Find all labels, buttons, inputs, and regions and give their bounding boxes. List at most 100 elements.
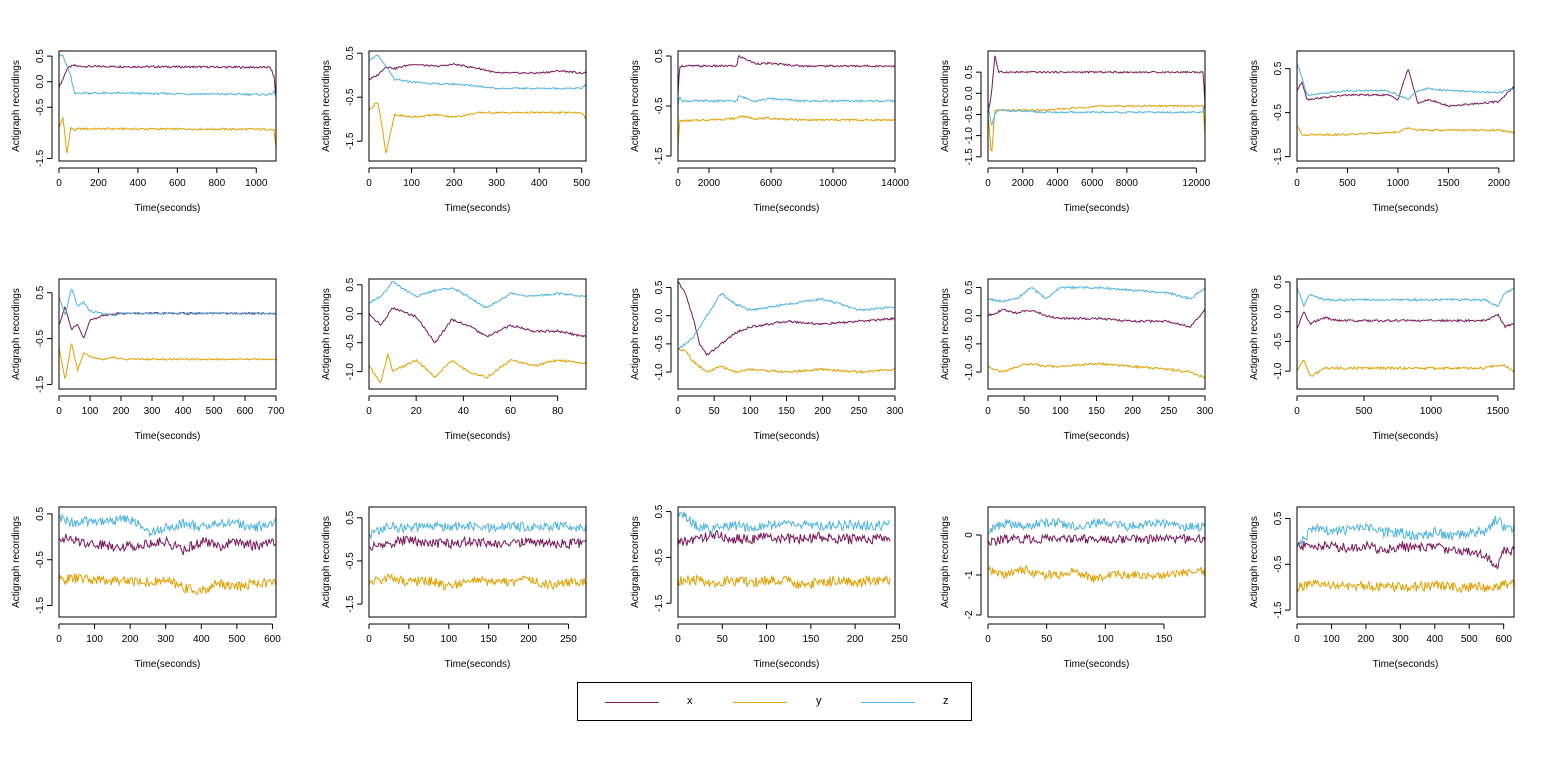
x-tick-label: 400: [130, 178, 147, 189]
x-tick-label: 0: [56, 178, 62, 189]
x-tick-label: 100: [82, 406, 99, 417]
series-y-line: [1296, 359, 1515, 377]
series-y-line: [368, 352, 587, 384]
series-z-line: [1296, 286, 1515, 308]
y-tick-label: -0.5: [35, 330, 46, 348]
x-tick-label: 100: [440, 634, 457, 645]
y-tick-label: 0.5: [345, 277, 356, 291]
x-tick-label: 500: [1339, 178, 1356, 189]
series-z-line: [58, 54, 277, 98]
x-tick-label: 500: [1461, 634, 1478, 645]
x-tick-label: 12000: [1182, 178, 1210, 189]
x-tick-label: 1500: [1437, 178, 1460, 189]
x-tick-label: 0: [366, 406, 372, 417]
y-tick-label: -0.5: [35, 551, 46, 569]
x-tick-label: 150: [803, 634, 820, 645]
x-tick-label: 2000: [1488, 178, 1511, 189]
x-tick-label: 50: [1041, 634, 1053, 645]
y-axis-label: Actigraph recordings: [11, 288, 22, 380]
x-tick-label: 150: [778, 406, 795, 417]
x-tick-label: 0: [56, 406, 62, 417]
x-tick-label: 150: [1156, 634, 1173, 645]
panel-12: 0 50 100 150 200 250 Time(seconds) -1.5 -0.5 0.5 A…: [321, 506, 587, 670]
x-tick-label: 500: [573, 178, 590, 189]
y-axis-label: Actigraph recordings: [321, 516, 332, 608]
y-tick-label: 0.5: [654, 280, 665, 294]
series-x-line: [368, 307, 587, 344]
series-z-line: [987, 101, 1206, 127]
x-tick-label: 400: [531, 178, 548, 189]
panel-15: 0 100 200 300 400 500 600 Time(seconds) -1.5 -0.5…: [1249, 506, 1515, 670]
y-tick-label: 0.0: [964, 86, 975, 100]
x-tick-label: 8000: [1116, 178, 1139, 189]
x-tick-label: 600: [264, 634, 281, 645]
y-axis-label: Actigraph recordings: [1249, 516, 1260, 608]
series-x-line: [58, 533, 277, 556]
x-tick-label: 600: [169, 178, 186, 189]
y-tick-label: -1.5: [345, 595, 356, 613]
x-tick-label: 150: [480, 634, 497, 645]
y-tick-label: -1.5: [654, 594, 665, 612]
series-y-line: [58, 573, 277, 595]
y-axis-label: Actigraph recordings: [1249, 288, 1260, 380]
plot-frame: [987, 506, 1206, 618]
y-tick-label: 0.5: [654, 504, 665, 518]
x-axis-label: Time(seconds): [1373, 659, 1439, 670]
y-tick-label: -0.5: [345, 334, 356, 352]
x-axis-label: Time(seconds): [1373, 431, 1439, 442]
plot-frame: [987, 278, 1206, 390]
y-tick-label: 0.5: [1273, 275, 1284, 289]
series-x-line: [987, 55, 1206, 114]
panel-14: 0 50 100 150 Time(seconds) -2 -1 0 Actigraph rec…: [940, 506, 1206, 670]
x-tick-label: 300: [1197, 406, 1214, 417]
x-tick-label: 60: [505, 406, 517, 417]
y-axis-label: Actigraph recordings: [940, 516, 951, 608]
x-tick-label: 0: [1294, 406, 1300, 417]
legend-label-z: z: [943, 695, 949, 707]
series-y-line: [677, 347, 896, 374]
y-tick-label: -0.5: [964, 105, 975, 123]
x-axis-label: Time(seconds): [1064, 659, 1130, 670]
plot-frame: [368, 50, 587, 162]
panel-3: 0 2000 6000 10000 14000 Time(seconds) -1.5 -0.5…: [630, 49, 909, 214]
y-tick-label: -1: [964, 570, 975, 579]
series-x-line: [1297, 539, 1515, 570]
series-y-line: [58, 116, 277, 154]
y-tick-label: -0.5: [1273, 555, 1284, 573]
x-tick-label: 1000: [245, 178, 268, 189]
x-tick-label: 200: [113, 406, 130, 417]
x-tick-label: 10000: [819, 178, 847, 189]
x-axis-label: Time(seconds): [754, 659, 820, 670]
series-x-line: [58, 305, 277, 339]
y-tick-label: 0.0: [345, 306, 356, 320]
legend-swatch-z: [861, 702, 915, 703]
y-tick-label: 0.5: [345, 46, 356, 60]
panel-13: 0 50 100 150 200 250 Time(seconds) -1.5 -0.5 0.5 A…: [630, 504, 908, 670]
x-tick-label: 200: [1358, 634, 1375, 645]
y-tick-label: 0.5: [35, 506, 46, 520]
plot-frame: [368, 506, 587, 618]
y-axis-label: Actigraph recordings: [630, 60, 641, 152]
x-tick-label: 200: [90, 178, 107, 189]
x-axis-label: Time(seconds): [445, 659, 511, 670]
x-tick-label: 300: [144, 406, 161, 417]
legend-label-y: y: [816, 695, 822, 707]
y-tick-label: -1.5: [35, 149, 46, 167]
x-tick-label: 600: [237, 406, 254, 417]
series-z-line: [987, 517, 1206, 535]
y-tick-label: -1.5: [964, 148, 975, 166]
x-axis-label: Time(seconds): [754, 431, 820, 442]
series-x-line: [677, 529, 891, 547]
x-tick-label: 300: [887, 406, 904, 417]
y-tick-label: 0.5: [1273, 511, 1284, 525]
y-axis-label: Actigraph recordings: [940, 288, 951, 380]
x-axis-label: Time(seconds): [135, 203, 201, 214]
y-tick-label: -2: [964, 610, 975, 619]
x-tick-label: 200: [520, 634, 537, 645]
y-axis-label: Actigraph recordings: [630, 288, 641, 380]
panel-11: 0 100 200 300 400 500 600 Time(seconds) -1.5 -0.5…: [11, 506, 281, 670]
plot-frame: [677, 506, 896, 618]
x-tick-label: 200: [814, 406, 831, 417]
y-tick-label: 0.5: [654, 49, 665, 63]
plot-frame: [677, 278, 896, 390]
